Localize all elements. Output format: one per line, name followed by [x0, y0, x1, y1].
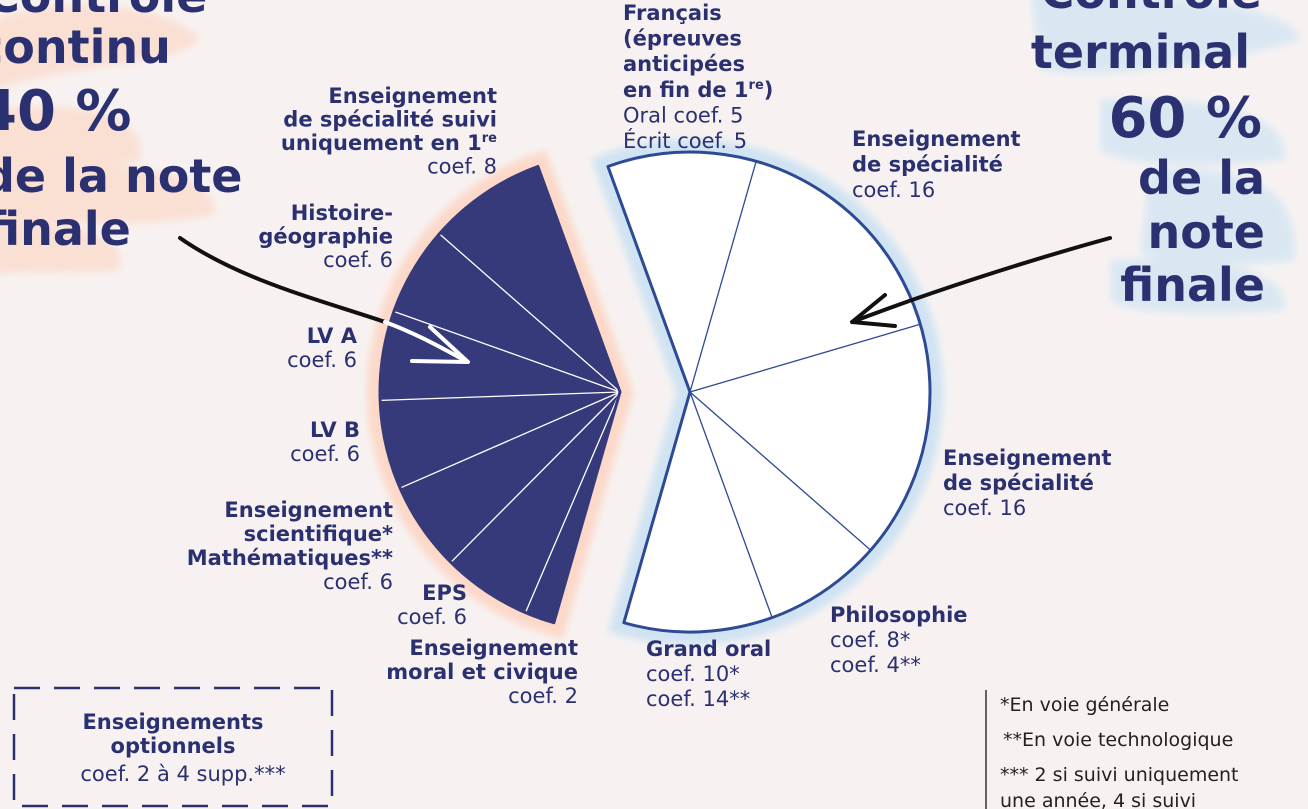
label-line: LV B: [310, 418, 360, 442]
label-part: en fin de 1: [623, 78, 749, 102]
label-part: re: [482, 131, 497, 146]
blue-brush: [1031, 0, 1300, 314]
heading-line: terminal: [1031, 25, 1250, 79]
label-line: LV A: [307, 324, 358, 348]
heading-line: Contrôle: [0, 0, 207, 23]
label-line: Grand oral: [646, 637, 771, 661]
coef-label: coef. 6: [397, 605, 467, 629]
label-line: Philosophie: [830, 603, 968, 627]
heading-line: de la note: [0, 149, 243, 203]
coef-label: coef. 6: [323, 248, 393, 272]
heading-line: 60 %: [1108, 86, 1262, 151]
label-line: de spécialité: [943, 471, 1094, 495]
arrow-left: [178, 236, 387, 324]
label-line: Enseignement: [943, 446, 1112, 470]
label-line: scientifique*: [244, 522, 393, 546]
label-line: de spécialité suivi: [283, 108, 497, 132]
coef-label: coef. 16: [943, 496, 1026, 520]
sector-divider: [380, 391, 621, 402]
coef-label: coef. 8: [427, 155, 497, 179]
sector-divider: [689, 391, 872, 551]
label-part: ): [764, 78, 774, 102]
coef-label: coef. 2: [508, 684, 578, 708]
heading-line: continu: [0, 20, 171, 74]
coef-label: coef. 6: [323, 570, 393, 594]
brush-background: [0, 0, 1300, 314]
sector-divider: [399, 391, 621, 489]
footnote: *** 2 si suivi uniquement: [1000, 764, 1239, 786]
sector-divider: [689, 391, 773, 618]
label-part: uniquement en 1: [281, 131, 482, 155]
heading-line: finale: [0, 202, 131, 256]
label-line: Enseignement: [224, 498, 393, 522]
label-line: Enseignement: [409, 636, 578, 660]
sector-outline: [606, 150, 932, 634]
coef-label: Écrit coef. 5: [623, 128, 747, 153]
sector-outline: [378, 164, 622, 625]
sector-divider: [689, 323, 921, 393]
arrow-left-head: [383, 320, 470, 364]
footnote: *En voie générale: [1000, 694, 1169, 716]
arrows: [178, 236, 1112, 364]
label-line: géographie: [258, 225, 393, 249]
label-line: Histoire-: [291, 201, 393, 225]
sector-divider: [450, 391, 621, 563]
coef-label: coef. 16: [852, 178, 935, 202]
heading-line: de la: [1138, 151, 1265, 205]
label-line: Mathématiques**: [187, 546, 393, 570]
heading-line: Contrôle: [1041, 0, 1262, 19]
footnote: **En voie technologique: [1003, 729, 1233, 751]
options-coef: coef. 2 à 4 supp.***: [80, 762, 285, 786]
coef-label: coef. 8*: [830, 628, 910, 652]
label-line: Enseignement: [852, 127, 1021, 151]
options-line: Enseignements: [82, 710, 263, 734]
label-line: anticipées: [623, 52, 745, 76]
coef-label: Oral coef. 5: [623, 103, 743, 127]
heading-line: 40 %: [0, 79, 132, 144]
heading-line: finale: [1120, 258, 1265, 312]
options-box: [12, 686, 334, 808]
label-line: EPS: [422, 581, 467, 605]
label-line: de spécialité: [852, 153, 1003, 177]
label-line: Français: [623, 1, 722, 25]
coef-label: coef. 6: [287, 348, 357, 372]
sector-divider: [524, 391, 621, 613]
coef-label: coef. 10*: [646, 662, 740, 686]
label-line: (épreuves: [623, 27, 742, 51]
coef-label: coef. 6: [290, 442, 360, 466]
sector-divider: [438, 233, 621, 393]
sector-divider: [689, 161, 757, 393]
label-line: en fin de 1re): [623, 78, 773, 102]
footnote: une année, 4 si suivi: [1000, 790, 1196, 809]
label-line: Enseignement: [328, 84, 497, 108]
coef-label: coef. 4**: [830, 653, 921, 677]
texts: Contrôlecontinu40 %de la notefinaleContr…: [0, 0, 1265, 809]
label-line: uniquement en 1re: [281, 131, 497, 155]
label-line: moral et civique: [386, 660, 578, 684]
sectors: [367, 139, 943, 645]
options-line: optionnels: [111, 734, 236, 758]
heading-line: note: [1147, 205, 1265, 259]
label-part: re: [749, 78, 764, 93]
sector-divider: [393, 310, 621, 393]
arrow-right: [850, 236, 1112, 328]
pink-brush: [0, 5, 216, 274]
coef-label: coef. 14**: [646, 687, 750, 711]
